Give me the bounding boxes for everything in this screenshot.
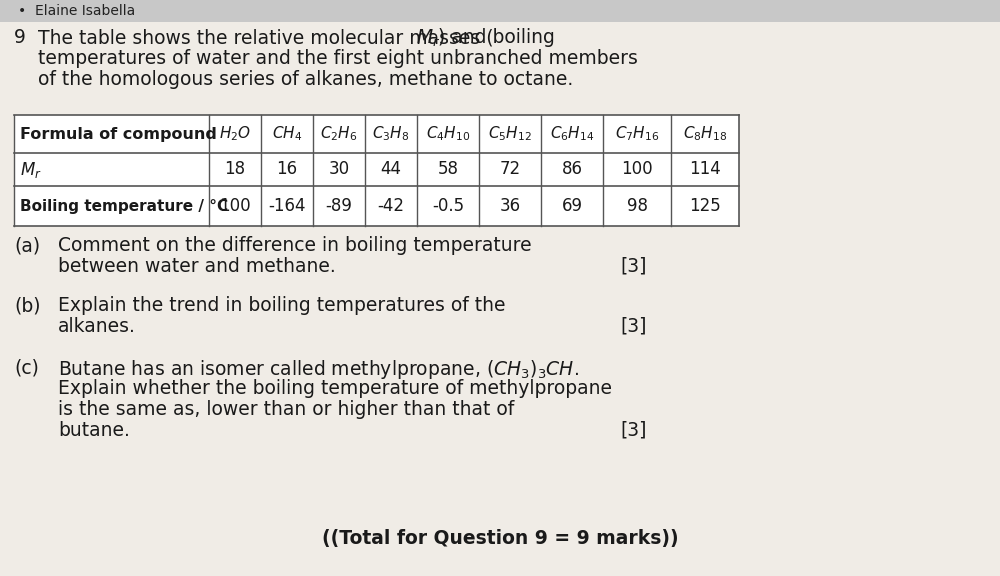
Text: 98: 98 [626,197,648,215]
Text: 58: 58 [438,161,458,179]
Text: $C_3H_8$: $C_3H_8$ [372,124,410,143]
Text: 100: 100 [219,197,251,215]
Text: $C_5H_{12}$: $C_5H_{12}$ [488,124,532,143]
Text: Comment on the difference in boiling temperature: Comment on the difference in boiling tem… [58,236,532,255]
Text: Butane has an isomer called methylpropane, $(CH_3)_3CH.$: Butane has an isomer called methylpropan… [58,358,579,381]
Text: -42: -42 [378,197,404,215]
Text: 72: 72 [499,161,521,179]
Text: -89: -89 [326,197,352,215]
Bar [14,115,739,226]
Text: between water and methane.: between water and methane. [58,257,336,276]
Text: $C_4H_{10}$: $C_4H_{10}$ [426,124,470,143]
Text: is the same as, lower than or higher than that of: is the same as, lower than or higher tha… [58,400,514,419]
Text: 86: 86 [562,161,582,179]
Text: •  Elaine Isabella: • Elaine Isabella [18,4,135,18]
Text: 114: 114 [689,161,721,179]
Text: temperatures of water and the first eight unbranched members: temperatures of water and the first eigh… [38,49,638,68]
Text: (b): (b) [14,296,40,315]
Text: butane.: butane. [58,421,130,440]
Text: 16: 16 [276,161,298,179]
Text: $C_2H_6$: $C_2H_6$ [320,124,358,143]
Text: (a): (a) [14,236,40,255]
Text: $H_2O$: $H_2O$ [219,124,251,143]
Text: [3]: [3] [620,257,646,276]
Text: $C_7H_{16}$: $C_7H_{16}$ [615,124,659,143]
Text: Boiling temperature / °C: Boiling temperature / °C [20,199,228,214]
Text: -0.5: -0.5 [432,197,464,215]
Text: 125: 125 [689,197,721,215]
Text: 44: 44 [380,161,402,179]
Text: of the homologous series of alkanes, methane to octane.: of the homologous series of alkanes, met… [38,70,573,89]
Text: 69: 69 [562,197,582,215]
Bar [0,0,1000,22]
Text: ) and boiling: ) and boiling [438,28,555,47]
Text: $C_8H_{18}$: $C_8H_{18}$ [683,124,727,143]
Text: 9: 9 [14,28,26,47]
Text: 18: 18 [224,161,246,179]
Text: ((Total for Question 9 = 9 marks)): ((Total for Question 9 = 9 marks)) [322,529,678,548]
Text: Explain the trend in boiling temperatures of the: Explain the trend in boiling temperature… [58,296,506,315]
Text: Explain whether the boiling temperature of methylpropane: Explain whether the boiling temperature … [58,379,612,398]
Text: alkanes.: alkanes. [58,317,136,336]
Text: $C_6H_{14}$: $C_6H_{14}$ [550,124,594,143]
Text: 30: 30 [328,161,350,179]
Text: The table shows the relative molecular masses (: The table shows the relative molecular m… [38,28,494,47]
Text: 100: 100 [621,161,653,179]
Text: -164: -164 [268,197,306,215]
Text: $CH_4$: $CH_4$ [272,124,302,143]
Text: $M_r$: $M_r$ [20,160,42,180]
Text: [3]: [3] [620,317,646,336]
Text: [3]: [3] [620,421,646,440]
Text: (c): (c) [14,358,39,377]
Text: Formula of compound: Formula of compound [20,127,217,142]
Text: $M_r$: $M_r$ [416,28,440,50]
Text: 36: 36 [499,197,521,215]
